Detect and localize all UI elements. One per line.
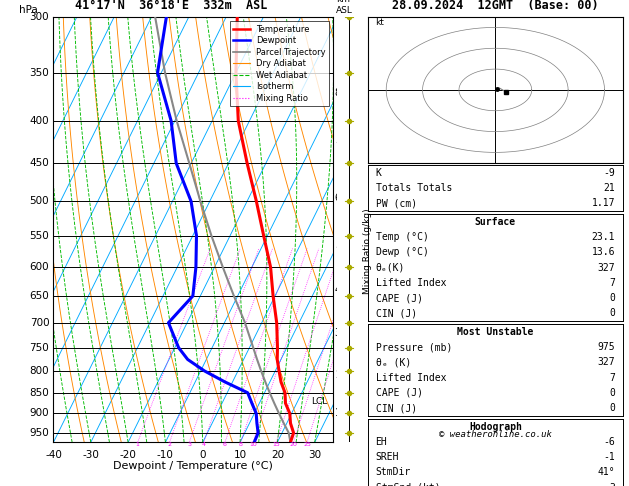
Text: 0: 0 <box>610 308 615 318</box>
Text: 2: 2 <box>335 370 341 381</box>
Text: 0: 0 <box>199 450 206 460</box>
Text: 700: 700 <box>30 318 49 328</box>
Text: 1.17: 1.17 <box>591 198 615 208</box>
Text: 4: 4 <box>202 442 206 447</box>
Text: 450: 450 <box>30 158 49 168</box>
Text: CIN (J): CIN (J) <box>376 403 417 413</box>
Text: 850: 850 <box>30 388 49 398</box>
Text: Dewp (°C): Dewp (°C) <box>376 247 428 258</box>
Text: -40: -40 <box>45 450 62 460</box>
Text: 950: 950 <box>30 428 49 438</box>
Text: θₑ (K): θₑ (K) <box>376 357 411 367</box>
Text: 30: 30 <box>308 450 321 460</box>
Text: 6: 6 <box>335 192 341 203</box>
Text: 20: 20 <box>289 442 298 447</box>
Text: K: K <box>376 168 381 178</box>
Text: SREH: SREH <box>376 452 399 462</box>
Text: -20: -20 <box>120 450 136 460</box>
Text: CIN (J): CIN (J) <box>376 308 417 318</box>
Text: 600: 600 <box>30 262 49 272</box>
Text: Hodograph: Hodograph <box>469 422 522 432</box>
Text: Pressure (mb): Pressure (mb) <box>376 342 452 352</box>
Text: -30: -30 <box>82 450 99 460</box>
Text: 7: 7 <box>610 373 615 382</box>
Text: 0: 0 <box>610 403 615 413</box>
Text: 5: 5 <box>335 241 341 250</box>
Text: 650: 650 <box>30 291 49 301</box>
Text: 8: 8 <box>238 442 243 447</box>
Text: StmDir: StmDir <box>376 468 411 477</box>
Text: Totals Totals: Totals Totals <box>376 183 452 193</box>
Text: 25: 25 <box>303 442 311 447</box>
Text: 10: 10 <box>249 442 257 447</box>
Text: hPa: hPa <box>19 4 38 15</box>
Text: 41°17'N  36°18'E  332m  ASL: 41°17'N 36°18'E 332m ASL <box>75 0 267 12</box>
Text: 327: 327 <box>598 262 615 273</box>
Text: km
ASL: km ASL <box>336 0 353 15</box>
Text: Surface: Surface <box>475 217 516 227</box>
Text: Mixing Ratio (g/kg): Mixing Ratio (g/kg) <box>364 208 372 294</box>
Text: 975: 975 <box>598 342 615 352</box>
Text: 327: 327 <box>598 357 615 367</box>
Text: -9: -9 <box>603 168 615 178</box>
Text: 3: 3 <box>187 442 191 447</box>
Text: 800: 800 <box>30 366 49 376</box>
Text: 4: 4 <box>335 285 341 295</box>
Text: 41°: 41° <box>598 468 615 477</box>
Text: 2: 2 <box>167 442 172 447</box>
Text: 1: 1 <box>335 408 341 418</box>
Text: © weatheronline.co.uk: © weatheronline.co.uk <box>439 431 552 439</box>
Text: 21: 21 <box>603 183 615 193</box>
Text: 15: 15 <box>272 442 280 447</box>
Text: Lifted Index: Lifted Index <box>376 373 446 382</box>
Text: θₑ(K): θₑ(K) <box>376 262 405 273</box>
Text: LCL: LCL <box>311 397 328 406</box>
Text: 13.6: 13.6 <box>591 247 615 258</box>
Text: 6: 6 <box>223 442 227 447</box>
Text: CAPE (J): CAPE (J) <box>376 388 423 398</box>
Text: 28.09.2024  12GMT  (Base: 00): 28.09.2024 12GMT (Base: 00) <box>392 0 599 12</box>
Text: 0: 0 <box>610 293 615 303</box>
Text: StmSpd (kt): StmSpd (kt) <box>376 483 440 486</box>
Text: 7: 7 <box>610 278 615 288</box>
Text: 550: 550 <box>30 231 49 241</box>
Text: 20: 20 <box>271 450 284 460</box>
Text: 350: 350 <box>30 68 49 78</box>
Text: kt: kt <box>376 18 384 27</box>
Text: 3: 3 <box>335 328 341 338</box>
Text: Lifted Index: Lifted Index <box>376 278 446 288</box>
Text: 3: 3 <box>610 483 615 486</box>
Text: 0: 0 <box>610 388 615 398</box>
Text: EH: EH <box>376 437 387 447</box>
Text: 8: 8 <box>335 87 341 98</box>
Text: 500: 500 <box>30 196 49 207</box>
Text: Temp (°C): Temp (°C) <box>376 232 428 242</box>
Text: -10: -10 <box>157 450 174 460</box>
Text: PW (cm): PW (cm) <box>376 198 417 208</box>
Text: CAPE (J): CAPE (J) <box>376 293 423 303</box>
Legend: Temperature, Dewpoint, Parcel Trajectory, Dry Adiabat, Wet Adiabat, Isotherm, Mi: Temperature, Dewpoint, Parcel Trajectory… <box>230 21 329 106</box>
Text: Most Unstable: Most Unstable <box>457 327 533 337</box>
Text: 10: 10 <box>233 450 247 460</box>
Text: 400: 400 <box>30 116 49 126</box>
Text: -1: -1 <box>603 452 615 462</box>
Text: 300: 300 <box>30 12 49 22</box>
Text: 7: 7 <box>335 142 341 152</box>
Text: 23.1: 23.1 <box>591 232 615 242</box>
Text: Dewpoint / Temperature (°C): Dewpoint / Temperature (°C) <box>113 461 274 471</box>
Text: 900: 900 <box>30 408 49 418</box>
Text: -6: -6 <box>603 437 615 447</box>
Text: 750: 750 <box>30 343 49 353</box>
Text: 1: 1 <box>136 442 140 447</box>
